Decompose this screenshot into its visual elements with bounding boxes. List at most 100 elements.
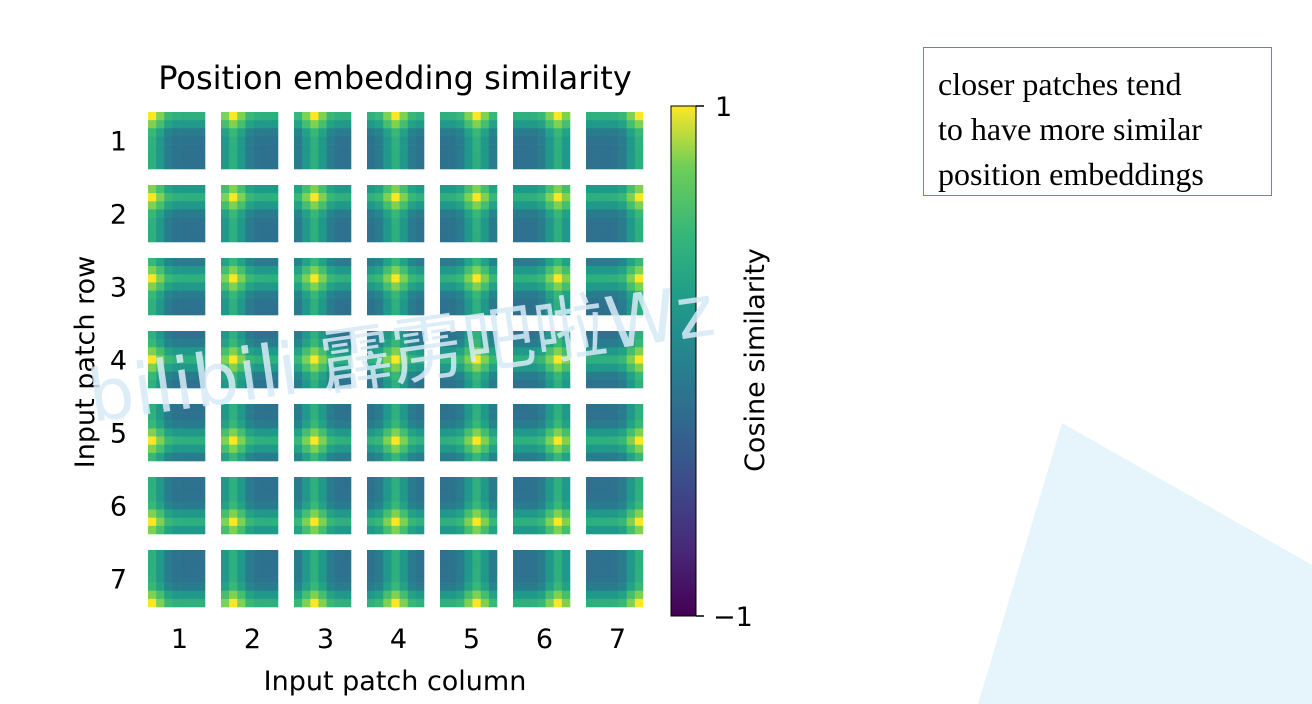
heatmap-cell <box>391 339 400 348</box>
heatmap-cell <box>610 339 619 348</box>
heatmap-cell <box>245 501 254 510</box>
heatmap-cell <box>261 290 271 300</box>
heatmap-cell <box>318 347 327 356</box>
heatmap-cell <box>253 331 263 340</box>
heatmap-cell <box>480 193 490 202</box>
heatmap-cell <box>156 428 165 437</box>
heatmap-cell <box>472 525 482 535</box>
heatmap-cell <box>537 598 546 608</box>
heatmap-cell <box>407 558 417 567</box>
heatmap-cell <box>164 485 173 494</box>
heatmap-cell <box>586 590 595 600</box>
heatmap-cell <box>513 517 522 527</box>
heatmap-cell <box>618 306 628 316</box>
heatmap-cell <box>342 566 352 575</box>
heatmap-cell <box>237 493 246 502</box>
heatmap-cell <box>537 501 546 510</box>
heatmap-cell <box>464 363 473 373</box>
heatmap-cell <box>545 436 555 446</box>
heatmap-cell <box>537 420 546 429</box>
heatmap-cell <box>586 298 595 308</box>
heatmap-cell <box>294 525 303 535</box>
heatmap-cell <box>188 233 198 243</box>
heatmap-cell <box>399 339 409 348</box>
heatmap-cell <box>391 128 400 137</box>
heatmap-cell <box>302 120 311 129</box>
heatmap-cell <box>164 428 173 437</box>
heatmap-cell <box>318 112 327 121</box>
heatmap-cell <box>472 152 482 162</box>
heatmap-cell <box>196 274 206 283</box>
heatmap-cell <box>626 525 636 535</box>
heatmap-cell <box>245 420 254 429</box>
heatmap-cell <box>472 444 482 454</box>
heatmap-cell <box>553 550 563 559</box>
heatmap-cell <box>415 477 425 486</box>
heatmap-cell <box>521 404 530 413</box>
heatmap-cell <box>261 509 271 519</box>
heatmap-cell <box>529 525 538 535</box>
heatmap-cell <box>399 128 409 137</box>
heatmap-cell <box>294 420 303 429</box>
heatmap-cell <box>513 485 522 494</box>
heatmap-cell <box>221 363 230 373</box>
heatmap-cell <box>164 355 173 364</box>
heatmap-cell <box>229 282 238 291</box>
heatmap-cell <box>261 120 271 129</box>
heatmap-cell <box>610 493 619 502</box>
heatmap-grid <box>148 112 644 608</box>
heatmap-cell <box>302 501 311 510</box>
heatmap-cell <box>634 274 644 283</box>
heatmap-cell <box>383 379 392 389</box>
heatmap-cell <box>480 233 490 243</box>
colorbar-tick-label-max: 1 <box>715 92 732 123</box>
heatmap-cell <box>586 152 595 162</box>
heatmap-cell <box>537 525 546 535</box>
heatmap-cell <box>156 574 165 583</box>
heatmap-cell <box>521 193 530 202</box>
heatmap-cell <box>602 201 611 210</box>
heatmap-cell <box>245 509 254 519</box>
heatmap-cell <box>415 160 425 170</box>
heatmap-cell <box>326 598 336 608</box>
heatmap-cell <box>318 152 327 162</box>
heatmap-cell <box>221 428 230 437</box>
heatmap-cell <box>456 501 465 510</box>
heatmap-cell <box>180 120 190 129</box>
heatmap-cell <box>367 298 376 308</box>
heatmap-cell <box>472 339 482 348</box>
heatmap-cell <box>261 598 271 608</box>
heatmap-cell <box>156 452 165 462</box>
heatmap-tile-r4-c3 <box>294 331 352 389</box>
heatmap-cell <box>237 306 246 316</box>
heatmap-cell <box>188 193 198 202</box>
heatmap-cell <box>164 306 173 316</box>
heatmap-cell <box>375 152 384 162</box>
heatmap-cell <box>513 152 522 162</box>
heatmap-cell <box>415 233 425 243</box>
heatmap-cell <box>237 371 246 381</box>
heatmap-cell <box>488 412 498 421</box>
heatmap-cell <box>164 412 173 421</box>
heatmap-cell <box>448 331 457 340</box>
heatmap-cell <box>310 201 319 210</box>
heatmap-cell <box>383 420 392 429</box>
heatmap-cell <box>440 566 449 575</box>
heatmap-cell <box>261 566 271 575</box>
heatmap-cell <box>448 266 457 275</box>
heatmap-cell <box>261 225 271 235</box>
heatmap-cell <box>180 477 190 486</box>
heatmap-cell <box>188 128 198 137</box>
heatmap-cell <box>148 420 157 429</box>
heatmap-cell <box>529 509 538 519</box>
heatmap-cell <box>180 412 190 421</box>
heatmap-tile-r5-c6 <box>513 404 571 462</box>
heatmap-cell <box>537 590 546 600</box>
heatmap-cell <box>172 420 181 429</box>
heatmap-cell <box>375 477 384 486</box>
heatmap-cell <box>513 444 522 454</box>
heatmap-cell <box>626 201 636 210</box>
heatmap-cell <box>480 185 490 194</box>
heatmap-cell <box>448 290 457 300</box>
